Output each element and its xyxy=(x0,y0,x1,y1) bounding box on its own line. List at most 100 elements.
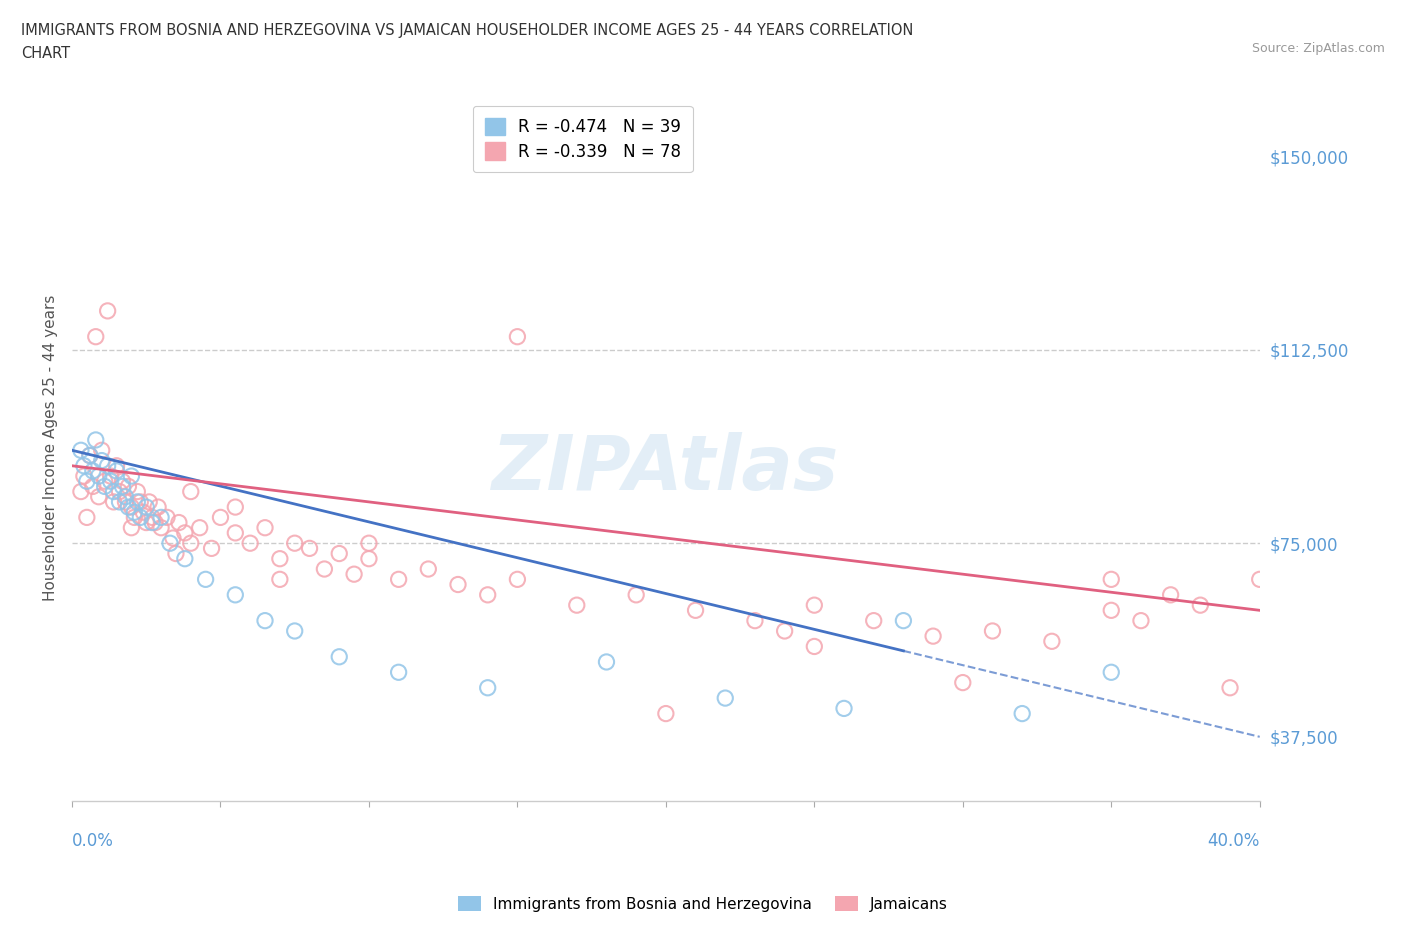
Point xyxy=(141,510,163,525)
Point xyxy=(803,598,825,613)
Point xyxy=(150,520,173,535)
Legend: Immigrants from Bosnia and Herzegovina, Jamaicans: Immigrants from Bosnia and Herzegovina, … xyxy=(451,889,955,918)
Point xyxy=(150,510,173,525)
Point xyxy=(180,536,202,551)
Point xyxy=(165,546,187,561)
Point xyxy=(624,588,647,603)
Point xyxy=(506,572,529,587)
Point xyxy=(93,473,115,488)
Text: Source: ZipAtlas.com: Source: ZipAtlas.com xyxy=(1251,42,1385,55)
Point xyxy=(90,453,112,468)
Point xyxy=(224,499,246,514)
Point xyxy=(114,495,136,510)
Point xyxy=(832,701,855,716)
Point xyxy=(357,536,380,551)
Point xyxy=(82,479,104,494)
Point xyxy=(328,546,350,561)
Text: IMMIGRANTS FROM BOSNIA AND HERZEGOVINA VS JAMAICAN HOUSEHOLDER INCOME AGES 25 - : IMMIGRANTS FROM BOSNIA AND HERZEGOVINA V… xyxy=(21,23,914,38)
Point xyxy=(117,479,139,494)
Point xyxy=(124,505,146,520)
Point xyxy=(108,495,131,510)
Point xyxy=(129,510,152,525)
Point xyxy=(97,303,120,318)
Point xyxy=(138,495,160,510)
Point xyxy=(129,495,152,510)
Point xyxy=(127,485,149,499)
Point xyxy=(595,655,617,670)
Point xyxy=(143,515,166,530)
Point xyxy=(156,510,179,525)
Point xyxy=(70,485,93,499)
Point xyxy=(1011,706,1033,721)
Point xyxy=(111,473,134,488)
Point xyxy=(714,691,737,706)
Point xyxy=(565,598,588,613)
Text: 40.0%: 40.0% xyxy=(1208,832,1260,850)
Point xyxy=(200,541,222,556)
Point xyxy=(117,499,139,514)
Point xyxy=(120,499,142,514)
Point xyxy=(1099,665,1122,680)
Point xyxy=(100,469,122,484)
Point xyxy=(120,520,142,535)
Point xyxy=(1219,681,1241,696)
Point xyxy=(173,551,195,566)
Point xyxy=(314,562,336,577)
Point xyxy=(253,520,276,535)
Point xyxy=(655,706,678,721)
Point xyxy=(79,448,101,463)
Point xyxy=(111,479,134,494)
Point xyxy=(70,443,93,458)
Point xyxy=(328,649,350,664)
Point xyxy=(209,510,232,525)
Point xyxy=(418,562,440,577)
Point xyxy=(105,463,128,478)
Point xyxy=(744,613,766,628)
Point xyxy=(239,536,262,551)
Point xyxy=(180,485,202,499)
Point xyxy=(357,551,380,566)
Point xyxy=(447,578,470,592)
Point xyxy=(922,629,945,644)
Point xyxy=(132,505,155,520)
Point xyxy=(105,458,128,473)
Point xyxy=(1129,613,1152,628)
Point xyxy=(100,473,122,488)
Text: ZIPAtlas: ZIPAtlas xyxy=(492,432,839,506)
Point xyxy=(685,603,707,618)
Point xyxy=(82,463,104,478)
Point xyxy=(135,515,157,530)
Point xyxy=(298,541,321,556)
Point xyxy=(224,525,246,540)
Point xyxy=(87,489,110,504)
Point xyxy=(269,551,291,566)
Point xyxy=(1249,572,1271,587)
Point xyxy=(773,623,796,638)
Point xyxy=(1189,598,1212,613)
Point xyxy=(477,681,499,696)
Point xyxy=(127,495,149,510)
Point xyxy=(506,329,529,344)
Point xyxy=(120,469,142,484)
Point xyxy=(388,572,411,587)
Point xyxy=(103,495,125,510)
Point xyxy=(135,499,157,514)
Y-axis label: Householder Income Ages 25 - 44 years: Householder Income Ages 25 - 44 years xyxy=(44,295,58,601)
Point xyxy=(1040,634,1063,649)
Point xyxy=(188,520,211,535)
Point xyxy=(269,572,291,587)
Point xyxy=(343,566,366,581)
Point xyxy=(284,623,307,638)
Point xyxy=(87,469,110,484)
Text: CHART: CHART xyxy=(21,46,70,61)
Point xyxy=(146,499,169,514)
Point xyxy=(477,588,499,603)
Point xyxy=(141,515,163,530)
Point xyxy=(952,675,974,690)
Point xyxy=(79,448,101,463)
Point xyxy=(93,479,115,494)
Point xyxy=(981,623,1004,638)
Point xyxy=(103,485,125,499)
Point xyxy=(97,458,120,473)
Point xyxy=(73,469,96,484)
